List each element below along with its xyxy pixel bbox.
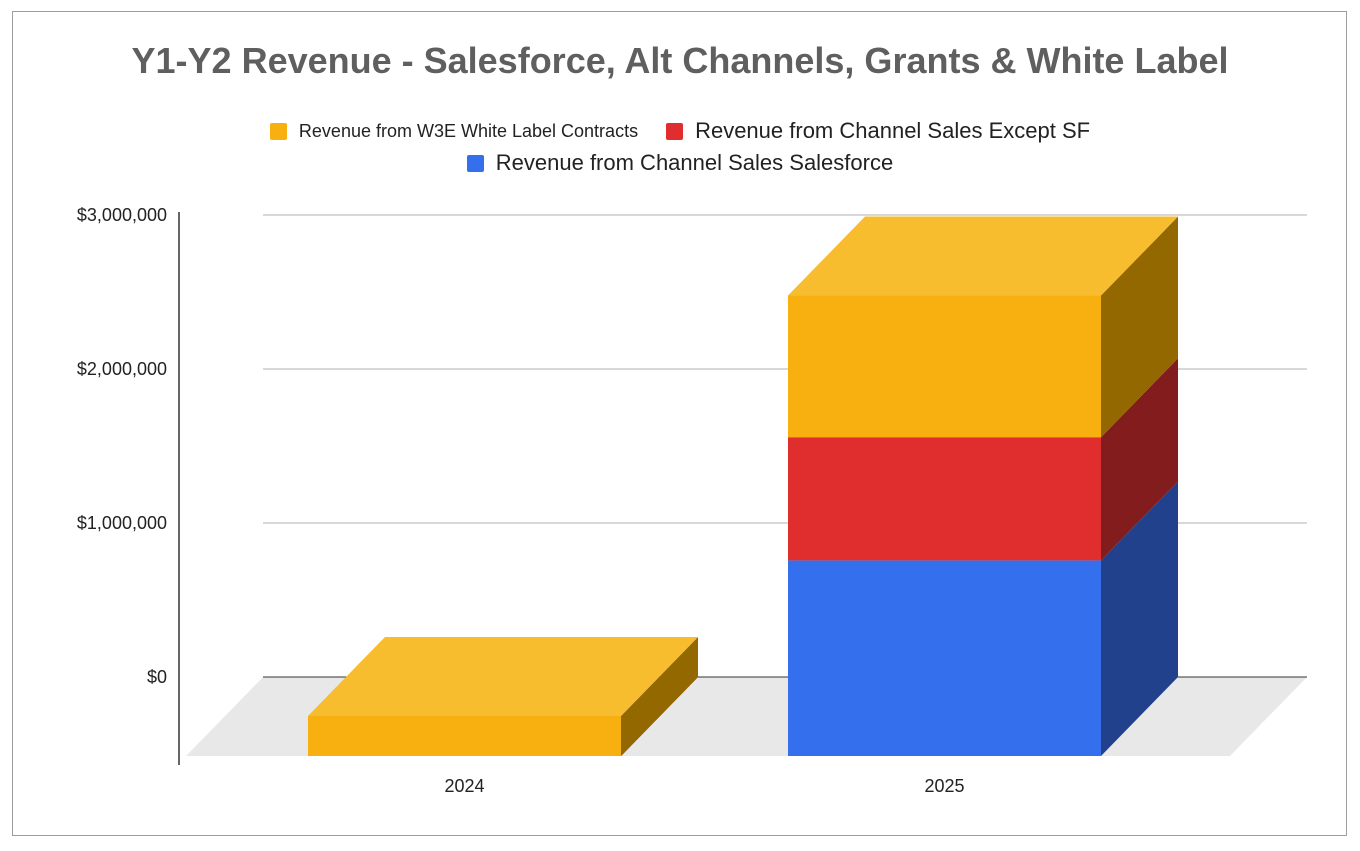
bar-2024-revenue-from-w3e-white-label-contracts-front	[308, 715, 621, 756]
legend-item-channel-except-sf[interactable]: Revenue from Channel Sales Except SF	[666, 118, 1090, 144]
legend-item-white-label[interactable]: Revenue from W3E White Label Contracts	[269, 120, 639, 142]
y-tick-label: $3,000,000	[77, 205, 167, 225]
bar-2025-revenue-from-w3e-white-label-contracts-side	[1101, 216, 1178, 438]
chart-title: Y1-Y2 Revenue - Salesforce, Alt Channels…	[131, 40, 1229, 81]
legend-row: Revenue from W3E White Label Contracts R…	[0, 118, 1360, 144]
legend-item-channel-salesforce[interactable]: Revenue from Channel Sales Salesforce	[466, 150, 894, 176]
bar-2024-top-face	[308, 636, 698, 716]
bar-2025-revenue-from-w3e-white-label-contracts-front	[788, 295, 1101, 438]
bar-2025-revenue-from-channel-sales-salesforce-side	[1101, 481, 1178, 756]
legend-swatch	[466, 154, 484, 172]
legend-swatch	[269, 122, 287, 140]
bar-2025-revenue-from-channel-sales-except-sf-side	[1101, 358, 1178, 561]
y-tick-label: $0	[147, 667, 167, 687]
bar-2025-revenue-from-channel-sales-except-sf-front	[788, 437, 1101, 561]
legend-row: Revenue from Channel Sales Salesforce	[0, 150, 1360, 176]
bar-2025-revenue-from-channel-sales-salesforce-front	[788, 560, 1101, 756]
y-tick-label: $2,000,000	[77, 359, 167, 379]
legend-label: Revenue from Channel Sales Except SF	[695, 118, 1091, 143]
bar-2025-top-face	[788, 216, 1178, 296]
bar-2024-revenue-from-w3e-white-label-contracts-side	[621, 636, 698, 756]
x-tick-label: 2024	[444, 776, 484, 796]
legend-label: Revenue from Channel Sales Salesforce	[495, 150, 894, 175]
legend-swatch	[666, 122, 684, 140]
x-tick-label: 2025	[924, 776, 964, 796]
legend-label: Revenue from W3E White Label Contracts	[298, 120, 639, 141]
y-tick-label: $1,000,000	[77, 513, 167, 533]
